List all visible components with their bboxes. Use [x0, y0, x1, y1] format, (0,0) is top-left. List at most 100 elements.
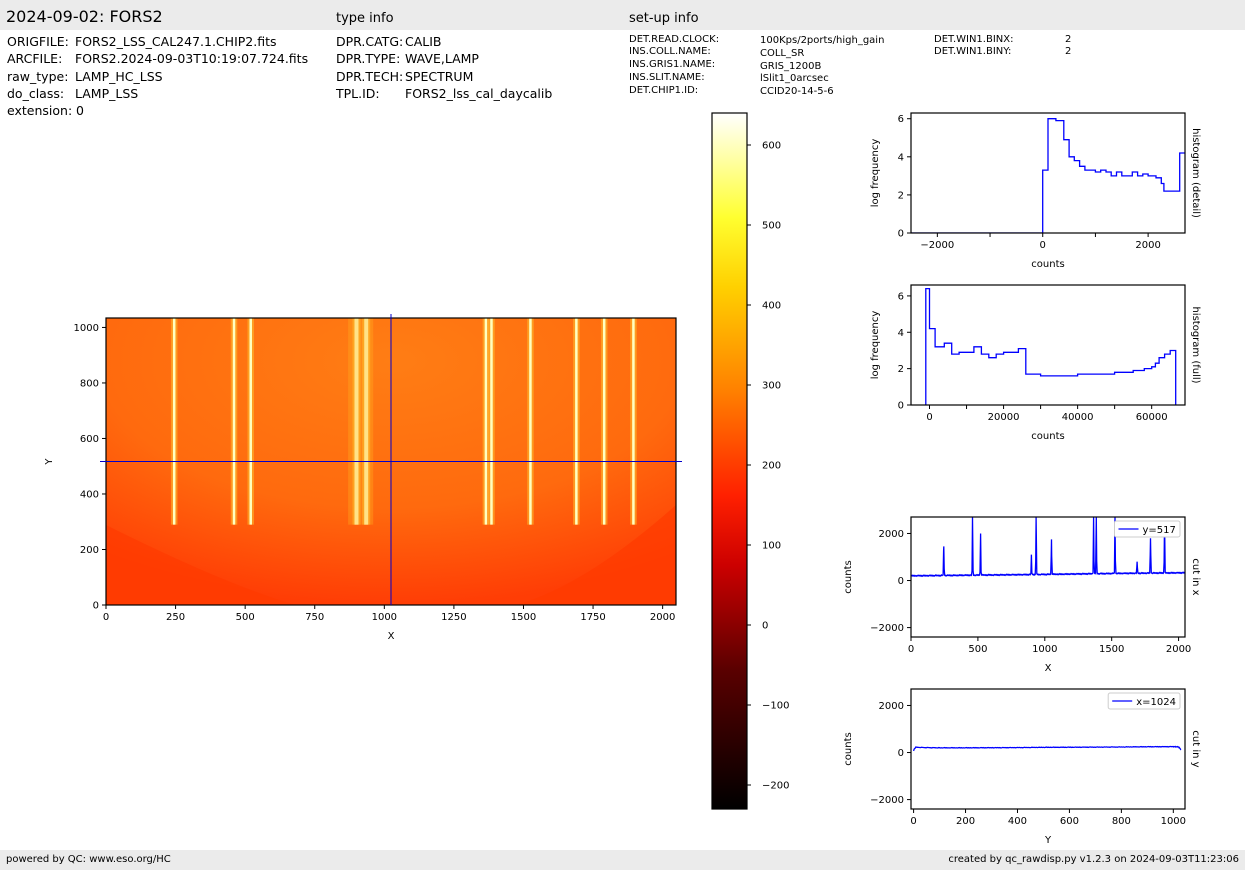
- type-info-key: TPL.ID:: [336, 86, 380, 101]
- x-tick-label: 500: [968, 644, 987, 655]
- x-tick-label: −2000: [920, 240, 954, 251]
- y-axis-label: log frequency: [870, 311, 881, 380]
- plot-frame: [910, 688, 1186, 810]
- x-tick-label: 600: [1060, 816, 1079, 827]
- x-tick-label: 60000: [1136, 412, 1168, 423]
- x-tick-label: 20000: [988, 412, 1020, 423]
- image-vignette: [106, 525, 296, 605]
- colorbar-tick-label: 500: [762, 221, 781, 232]
- plot-frame: [910, 516, 1186, 638]
- series-line: [911, 118, 1185, 233]
- type-info-key: DPR.CATG:: [336, 34, 404, 49]
- setup-info-value: 2: [1065, 34, 1072, 45]
- emission-line: [364, 318, 369, 525]
- side-label: histogram (detail): [1190, 128, 1201, 218]
- x-tick-label: 2000: [1166, 644, 1191, 655]
- x-tick-label: 250: [166, 612, 185, 623]
- colorbar-bar: [711, 112, 748, 810]
- series-line: [925, 287, 1177, 405]
- x-tick-label: 2000: [650, 612, 675, 623]
- file-info-value: FORS2_LSS_CAL247.1.CHIP2.fits: [75, 34, 277, 49]
- y-tick-label: −2000: [870, 623, 904, 634]
- legend-box: [1107, 692, 1181, 710]
- type-info-key: DPR.TYPE:: [336, 51, 401, 66]
- y-tick-label: 400: [80, 489, 99, 500]
- colorbar-tick-label: 200: [762, 461, 781, 472]
- colorbar-tick-label: 400: [762, 301, 781, 312]
- x-axis-label: X: [388, 631, 395, 642]
- x-axis-label: Y: [1044, 835, 1052, 846]
- footer-left: powered by QC: www.eso.org/HC: [6, 854, 171, 865]
- x-tick-label: 1000: [1161, 816, 1186, 827]
- colorbar-tick-label: 300: [762, 381, 781, 392]
- type-info-label: type info: [336, 11, 394, 26]
- y-tick-label: 2: [898, 364, 904, 375]
- colorbar-tick-label: −200: [762, 781, 789, 792]
- plot-area: [911, 517, 1185, 578]
- y-tick-label: 0: [898, 229, 904, 240]
- type-info-value: FORS2_lss_cal_daycalib: [405, 86, 553, 101]
- series-line: [912, 745, 1182, 752]
- x-tick-label: 0: [908, 644, 914, 655]
- type-info-key: DPR.TECH:: [336, 69, 404, 84]
- colorbar: 600 500 400 300 200 100 0 −100 −200: [711, 112, 789, 810]
- legend-box: [1114, 520, 1181, 538]
- legend-label: y=517: [1143, 525, 1176, 536]
- setup-info-value: CCID20-14-5-6: [760, 86, 834, 97]
- y-tick-label: 1000: [74, 323, 99, 334]
- y-tick-label: 4: [898, 328, 904, 339]
- setup-info-key: DET.WIN1.BINY:: [934, 46, 1012, 57]
- side-label: cut in y: [1190, 730, 1201, 767]
- file-info-key: extension:: [7, 103, 73, 118]
- y-axis-label: Y: [44, 458, 55, 466]
- y-axis-label: counts: [843, 560, 854, 593]
- colorbar-tick-label: −100: [762, 701, 789, 712]
- series-line: [911, 517, 1185, 578]
- footer-band: [0, 850, 1245, 870]
- colorbar-tick-label: 0: [762, 621, 768, 632]
- setup-info-value: lSlit1_0arcsec: [760, 73, 829, 84]
- emission-line: [484, 318, 488, 525]
- x-axis-label: counts: [1031, 259, 1064, 270]
- y-tick-label: 2000: [879, 701, 904, 712]
- y-tick-label: 0: [93, 601, 99, 612]
- x-tick-label: 0: [103, 612, 109, 623]
- chart-panel-0: 0 250 500 750 1000 1250 1500 1750 2000 0 200 400 600…: [44, 317, 677, 642]
- x-tick-label: 40000: [1062, 412, 1094, 423]
- setup-info-key: INS.GRIS1.NAME:: [629, 59, 716, 70]
- type-info-value: CALIB: [405, 34, 442, 49]
- plot-frame: [910, 112, 1186, 234]
- setup-info-key: DET.READ.CLOCK:: [629, 34, 720, 45]
- emission-line: [249, 318, 252, 525]
- emission-line: [602, 318, 606, 525]
- legend-label: x=1024: [1136, 697, 1176, 708]
- side-label: histogram (full): [1190, 306, 1201, 383]
- x-tick-label: 2000: [1135, 240, 1160, 251]
- colorbar-tick-label: 100: [762, 541, 781, 552]
- x-tick-label: 0: [1040, 240, 1046, 251]
- x-tick-label: 0: [926, 412, 932, 423]
- plot-area: [925, 287, 1177, 405]
- x-tick-label: 500: [236, 612, 255, 623]
- x-tick-label: 1000: [372, 612, 397, 623]
- file-info-value: FORS2.2024-09-03T10:19:07.724.fits: [75, 51, 309, 66]
- y-tick-label: 6: [898, 114, 904, 125]
- emission-line: [232, 318, 236, 525]
- footer-right: created by qc_rawdisp.py v1.2.3 on 2024-…: [948, 854, 1239, 865]
- setup-info-key: DET.WIN1.BINX:: [934, 34, 1014, 45]
- file-info-key: ORIGFILE:: [7, 34, 69, 49]
- colorbar-tick-label: 600: [762, 141, 781, 152]
- file-info-key: do_class:: [7, 86, 65, 101]
- file-info-key: raw_type:: [7, 69, 69, 84]
- x-tick-label: 0: [910, 816, 916, 827]
- emission-line: [354, 318, 359, 525]
- setup-info-key: INS.COLL.NAME:: [629, 46, 711, 57]
- header-band: [0, 0, 1245, 30]
- x-axis-label: X: [1045, 663, 1052, 674]
- x-tick-label: 1500: [511, 612, 536, 623]
- type-info-value: SPECTRUM: [405, 69, 474, 84]
- y-axis-label: counts: [843, 732, 854, 765]
- y-tick-label: 200: [80, 545, 99, 556]
- setup-info-key: INS.SLIT.NAME:: [629, 72, 705, 83]
